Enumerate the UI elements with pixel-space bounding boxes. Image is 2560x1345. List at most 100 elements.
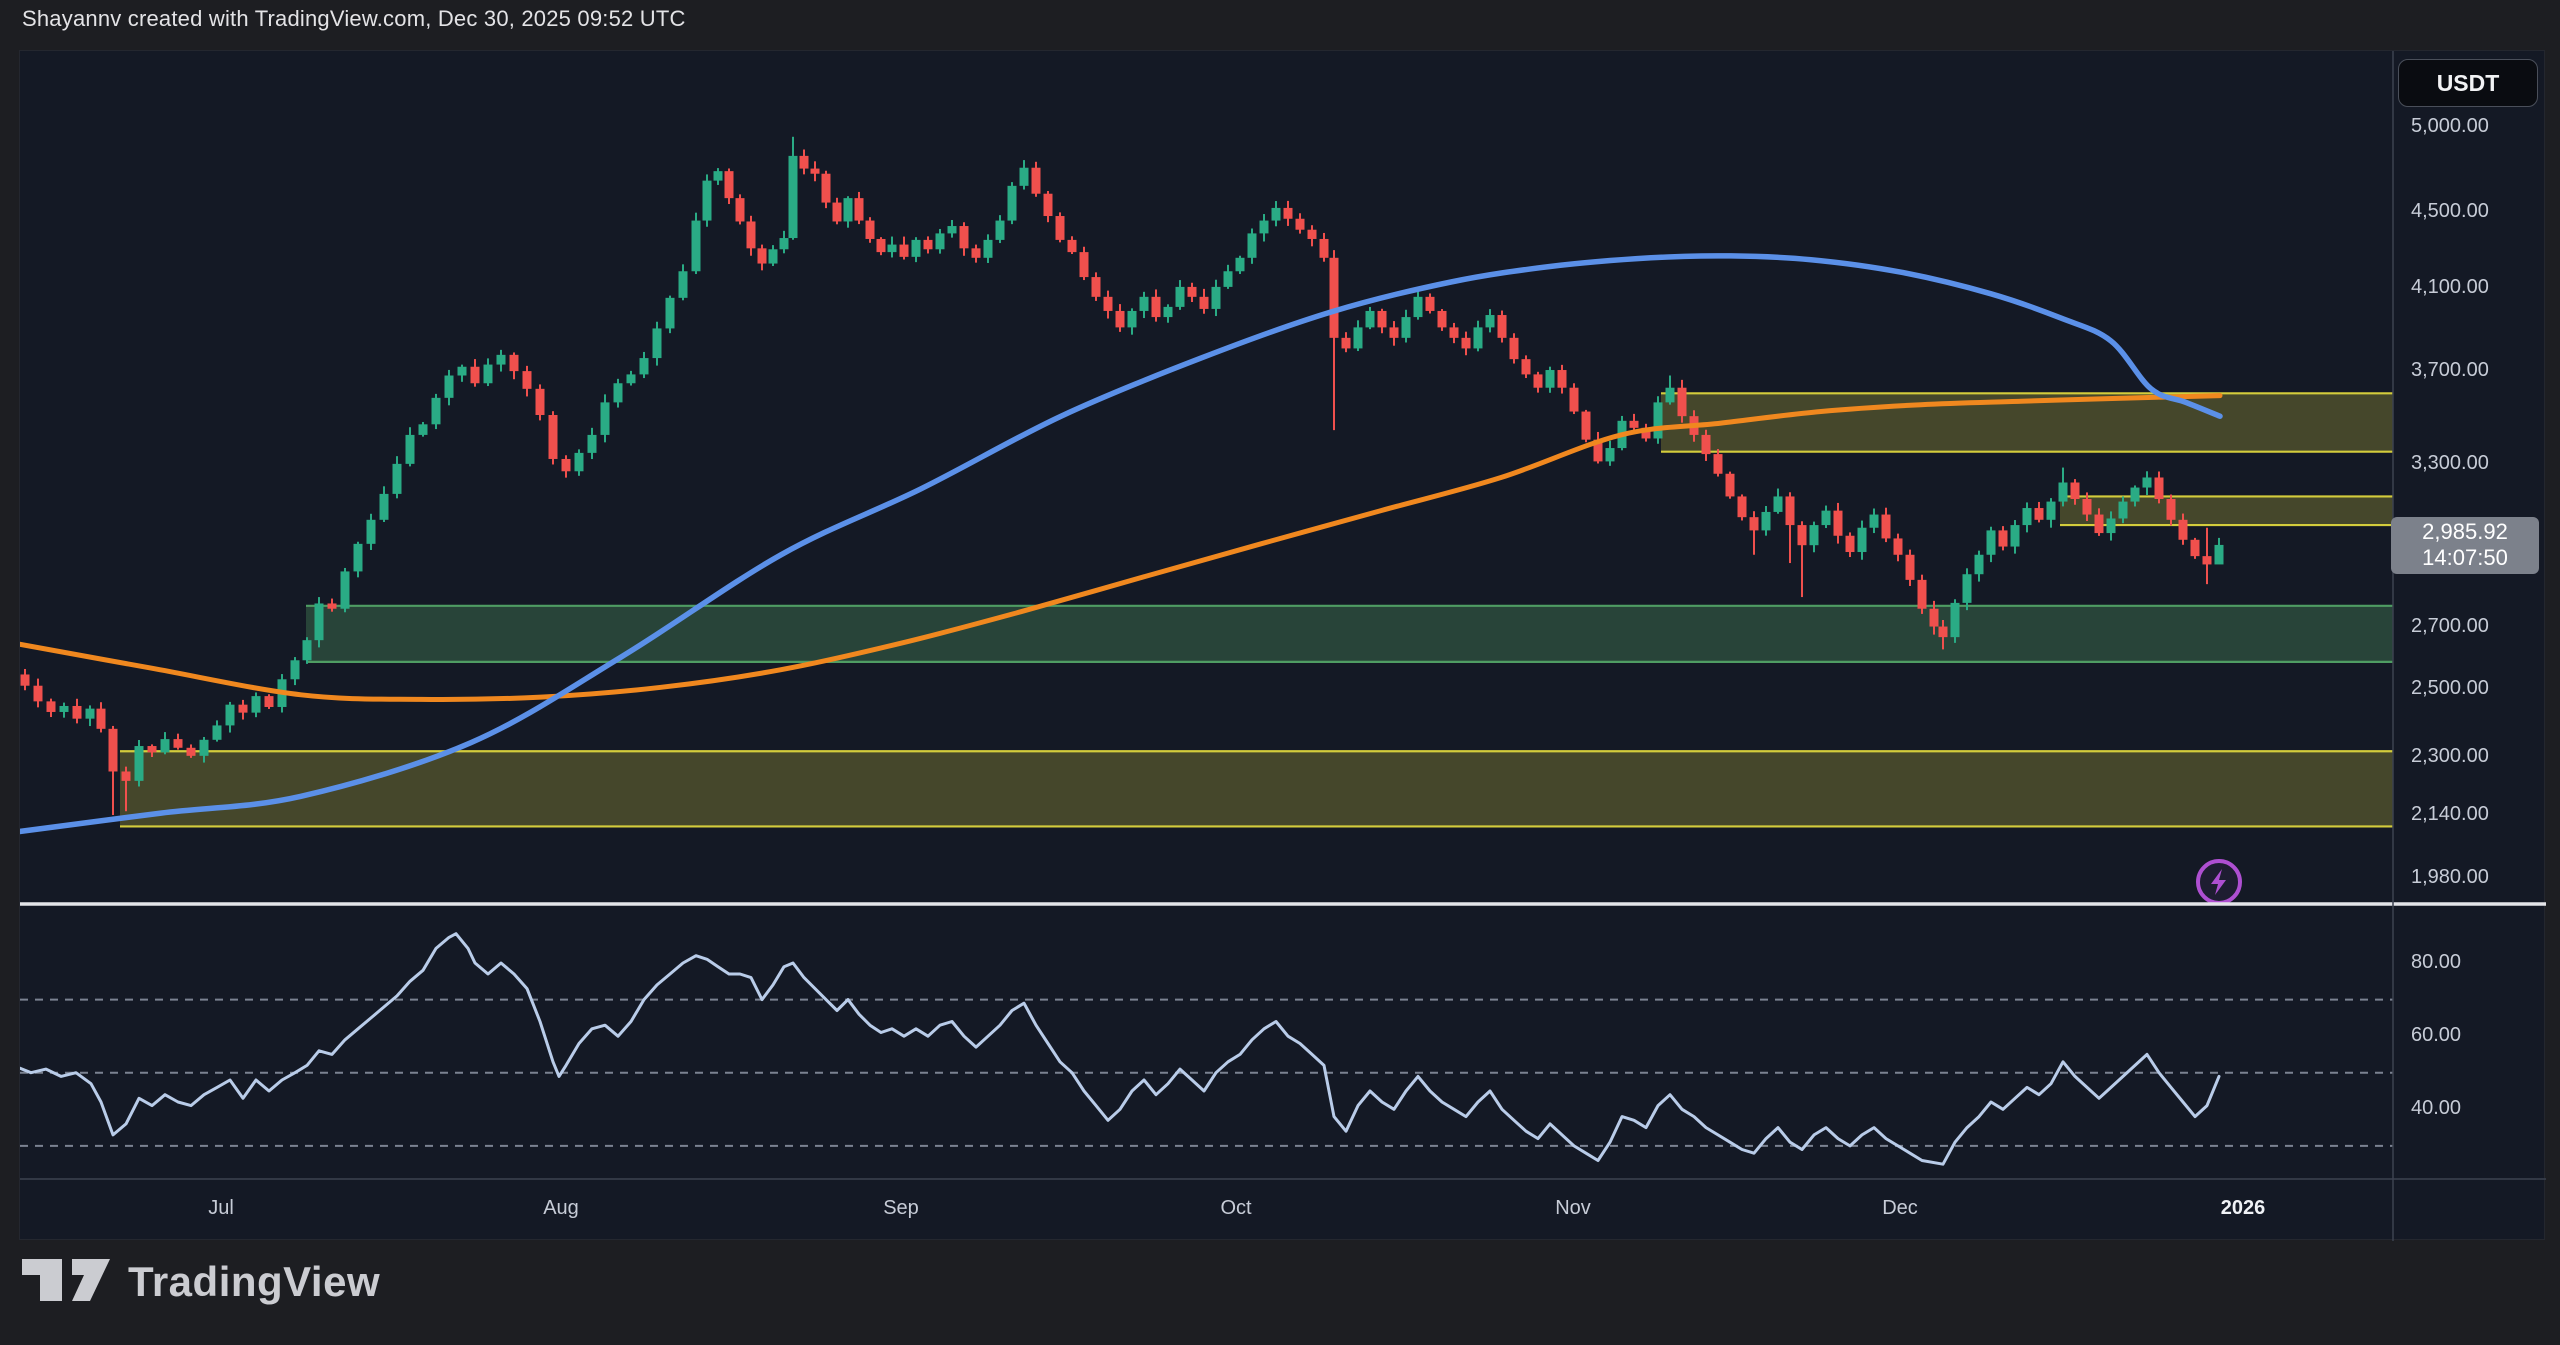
chart-plot-area[interactable] — [20, 51, 2546, 1241]
candle-up — [574, 449, 584, 476]
candle-down — [832, 197, 842, 225]
candle-up — [2046, 498, 2056, 528]
candle-up — [392, 456, 402, 499]
candle-down — [1509, 333, 1519, 364]
candle-up — [2142, 471, 2152, 495]
orange-moving-average-line — [20, 393, 2223, 703]
candle-up — [1235, 255, 1245, 274]
candle-down — [2154, 471, 2164, 504]
candle-down — [1737, 494, 1747, 521]
rsi-tick-label: 60.00 — [2411, 1024, 2462, 1047]
candle-down — [1629, 413, 1639, 430]
candle-down — [1521, 355, 1531, 379]
candle-down — [1998, 526, 2008, 551]
candle-down — [561, 455, 571, 478]
candle-up — [768, 245, 778, 267]
candle-down — [1725, 471, 1735, 499]
candle-down — [1055, 212, 1065, 243]
candle-up — [1761, 506, 1771, 536]
candle-up — [911, 237, 921, 263]
candle-up — [1175, 280, 1185, 310]
price-tick-label: 2,700.00 — [2411, 614, 2489, 637]
price-tick-label: 5,000.00 — [2411, 115, 2489, 137]
candle-up — [2130, 485, 2140, 507]
candle-down — [173, 733, 183, 750]
candle-down — [2094, 508, 2104, 536]
candle-down — [1581, 409, 1591, 443]
candle-down — [821, 170, 831, 209]
candle-up — [2214, 537, 2224, 565]
candle-up — [1950, 599, 1960, 643]
time-tick-label-oct: Oct — [1220, 1197, 1252, 1219]
candle-down — [1533, 371, 1543, 393]
candle-down — [2034, 501, 2044, 523]
candle-down — [33, 678, 43, 708]
candle-up — [457, 364, 467, 382]
candle-down — [810, 161, 820, 182]
candle-up — [2118, 496, 2128, 524]
price-tick-label: 1,980.00 — [2411, 866, 2489, 888]
candle-down — [2190, 537, 2200, 559]
candle-up — [1163, 304, 1173, 323]
candle-up — [1247, 228, 1257, 264]
candle-up — [652, 321, 662, 366]
candle-down — [1497, 310, 1507, 343]
candle-down — [1437, 309, 1447, 331]
candle-down — [2166, 494, 2176, 526]
candle-up — [1986, 526, 1996, 563]
candle-down — [1377, 308, 1387, 334]
candle-down — [1569, 383, 1579, 415]
candle-up — [302, 637, 312, 664]
quote-currency-badge: USDT — [2398, 59, 2538, 107]
candle-down — [1115, 304, 1125, 332]
candle-down — [522, 365, 532, 397]
candle-down — [470, 359, 480, 387]
candle-down — [1833, 502, 1843, 544]
candle-down — [327, 598, 337, 612]
candle-down — [1151, 289, 1161, 322]
candle-down — [72, 698, 82, 724]
candle-up — [1857, 520, 1867, 560]
time-tick-label-2026: 2026 — [2220, 1197, 2266, 1219]
candle-up — [1869, 508, 1879, 534]
candle-up — [995, 215, 1005, 244]
candle-down — [1389, 321, 1399, 346]
candle-up — [225, 701, 235, 733]
candle-up — [1545, 366, 1555, 393]
candle-up — [843, 196, 853, 228]
candle-down — [238, 699, 248, 720]
price-tick-label: 4,100.00 — [2411, 275, 2489, 298]
candle-down — [1425, 293, 1435, 314]
candle-down — [96, 702, 106, 733]
candle-up — [1211, 279, 1221, 317]
candle-down — [1929, 600, 1939, 635]
candle-down — [2070, 479, 2080, 505]
candle-up — [639, 351, 649, 379]
candle-up — [1019, 160, 1029, 190]
candle-down — [1031, 161, 1041, 197]
candle-up — [1127, 308, 1137, 335]
candle-down — [121, 766, 131, 812]
candle-down — [959, 222, 969, 256]
time-tick-label-nov: Nov — [1555, 1197, 1591, 1219]
candle-down — [865, 217, 875, 243]
candle-up — [1413, 290, 1423, 320]
price-tick-label: 3,300.00 — [2411, 451, 2489, 474]
candle-up — [59, 702, 69, 718]
candle-up — [379, 486, 389, 522]
candle-down — [971, 244, 981, 263]
candle-up — [1653, 396, 1663, 444]
candle-up — [1605, 440, 1615, 466]
candle-down — [1845, 532, 1855, 558]
candle-up — [85, 705, 95, 727]
candle-down — [1593, 431, 1603, 464]
candle-down — [1319, 232, 1329, 262]
candle-up — [935, 228, 945, 254]
time-tick-label-dec: Dec — [1882, 1197, 1918, 1219]
candle-up — [779, 230, 789, 254]
candle-down — [2202, 527, 2212, 585]
candle-up — [678, 264, 688, 301]
candle-down — [923, 236, 933, 254]
rsi-line — [20, 932, 2221, 1166]
